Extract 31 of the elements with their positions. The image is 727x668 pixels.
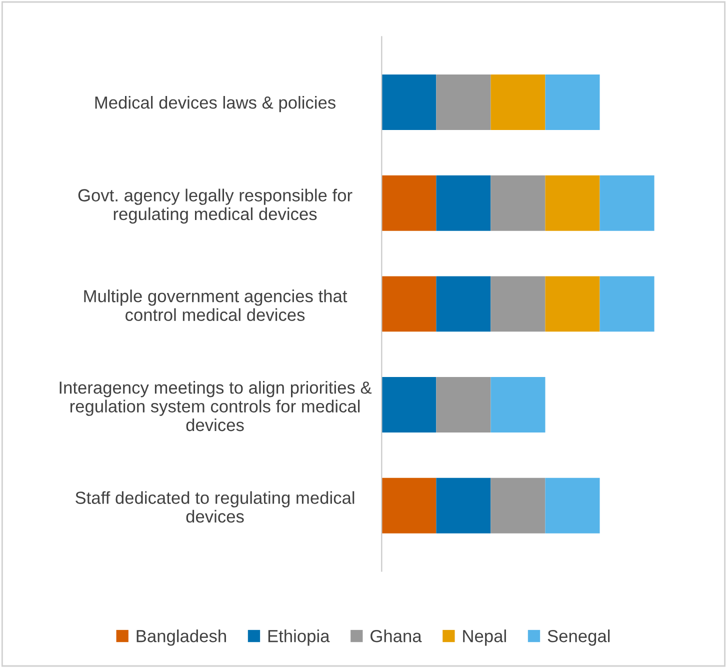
bar — [382, 377, 436, 432]
y-tick-label: Govt. agency legally responsible for regulating medical devices — [78, 188, 352, 224]
bar — [545, 175, 600, 231]
y-tick-label: Medical devices laws & policies — [95, 96, 336, 112]
bar — [490, 175, 546, 231]
bar — [600, 175, 654, 231]
legend-label: Bangladesh — [136, 630, 226, 646]
legend-label: Senegal — [548, 630, 610, 646]
bar — [545, 478, 600, 534]
bar — [490, 478, 546, 534]
legend-label: Ghana — [370, 630, 422, 642]
bar — [545, 74, 600, 130]
bar — [545, 276, 600, 332]
bar — [490, 276, 546, 332]
bar — [382, 175, 436, 231]
bar — [382, 478, 436, 534]
legend-label: Nepal — [463, 630, 506, 646]
bar — [436, 478, 491, 534]
legend-label: Ethiopia — [268, 630, 330, 646]
y-tick-label: Interagency meetings to align priorities & regulation system controls for medical devices — [60, 381, 372, 432]
bar — [490, 377, 546, 432]
bar — [382, 276, 436, 332]
bar — [436, 276, 491, 332]
bar — [436, 377, 491, 432]
bar — [436, 175, 491, 231]
bar — [382, 74, 436, 130]
bar — [600, 276, 654, 332]
bar — [490, 74, 546, 130]
y-tick-label: Multiple government agencies that control medical devices — [84, 290, 348, 322]
bar — [436, 74, 491, 130]
y-tick-label: Staff dedicated to regulating medical devices — [76, 491, 354, 523]
